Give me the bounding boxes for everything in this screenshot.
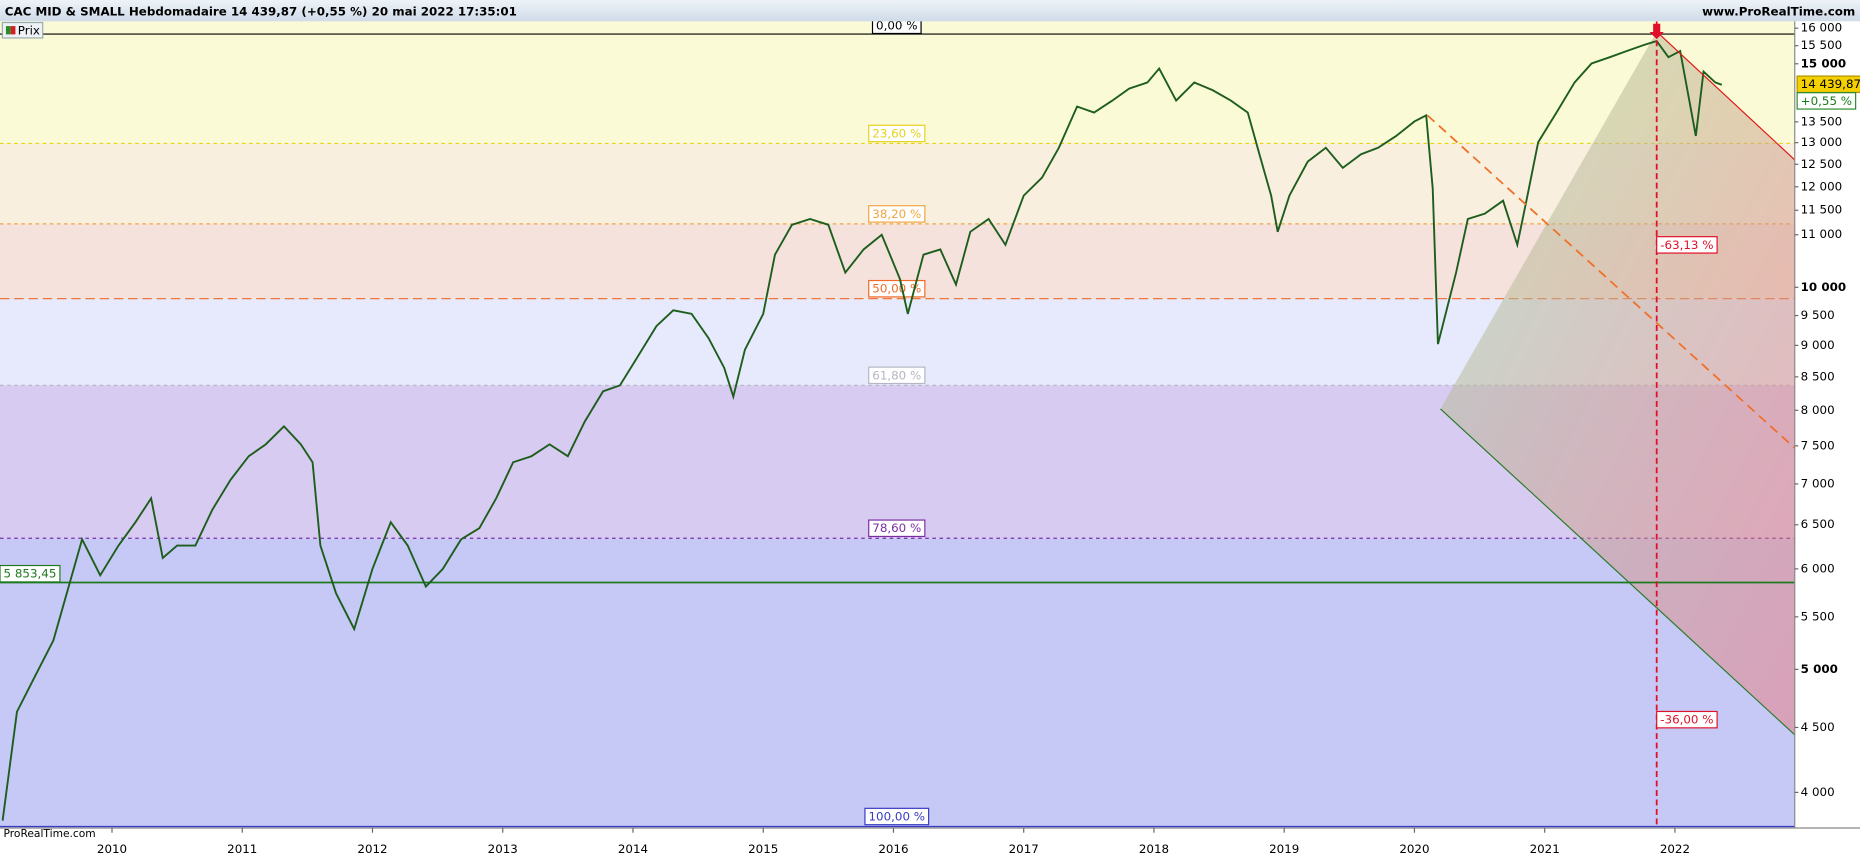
y-tick-label: 15 500 (1801, 38, 1843, 52)
y-tick-label: 9 000 (1801, 338, 1835, 352)
fib-label: 78,60 % (872, 521, 921, 535)
x-tick-label: 2011 (227, 842, 257, 856)
x-tick-label: 2021 (1530, 842, 1560, 856)
fib-zone (0, 826, 1795, 828)
plot-area: 0,00 % 23,60 % 38,20 % 50,00 % 61,80 % 78,60 … (0, 16, 1796, 828)
last-price-tag: 14 439,87 (1801, 77, 1860, 91)
y-tick-label: 6 000 (1801, 561, 1835, 575)
x-tick-label: 2014 (618, 842, 648, 856)
y-tick-label: 7 500 (1801, 438, 1835, 452)
x-tick-label: 2016 (878, 842, 908, 856)
watermark: www.ProRealTime.com (1702, 4, 1855, 18)
x-tick-label: 2019 (1269, 842, 1299, 856)
y-tick-label: 8 000 (1801, 403, 1835, 417)
annotation-box (1656, 710, 1718, 729)
y-tick-label: 4 000 (1801, 785, 1835, 799)
x-tick-label: 2018 (1139, 842, 1169, 856)
projection-shade (1440, 31, 1795, 735)
x-tick-label: 2022 (1660, 842, 1690, 856)
change-tag: +0,55 % (1801, 94, 1852, 108)
fib-label-box (868, 205, 926, 223)
y-tick-label: 12 000 (1801, 179, 1843, 193)
y-axis-band (1794, 21, 1860, 828)
fib-label: 0,00 % (876, 18, 917, 32)
y-tick-label: 6 500 (1801, 517, 1835, 531)
x-tick-label: 2012 (357, 842, 387, 856)
legend-swatch (10, 26, 16, 35)
annotation: -63,13 % (1660, 238, 1713, 252)
y-tick-label: 4 500 (1801, 720, 1835, 734)
event-marker (1649, 23, 1664, 40)
legend-label: Prix (18, 23, 40, 37)
trend-line (1656, 31, 1796, 161)
y-tick-label: 8 500 (1801, 369, 1835, 383)
support-label: 5 853,45 (4, 567, 57, 581)
fib-label-box (868, 519, 926, 538)
y-tick-label: 10 000 (1801, 280, 1846, 294)
x-axis-band (0, 827, 1860, 860)
y-tick-label: 11 500 (1801, 203, 1843, 217)
y-tick-label: 13 500 (1801, 114, 1843, 128)
support-label-box (0, 564, 61, 583)
fib-label: 61,80 % (872, 368, 921, 382)
fib-label: 100,00 % (869, 810, 926, 824)
price-line (1, 39, 1723, 821)
chart-title: CAC MID & SMALL Hebdomadaire 14 439,87 (… (5, 4, 517, 18)
y-tick-label: 5 000 (1801, 662, 1838, 676)
title-bar (0, 0, 1860, 22)
x-tick-label: 2020 (1399, 842, 1429, 856)
fib-label-box (868, 124, 926, 143)
x-tick-label: 2013 (488, 842, 518, 856)
annotation-box (1656, 236, 1718, 254)
annotation: -36,00 % (1660, 713, 1713, 727)
y-tick-label: 9 500 (1801, 308, 1835, 322)
fib-label: 23,60 % (872, 126, 921, 140)
fib-label: 50,00 % (872, 282, 921, 296)
fib-label: 38,20 % (872, 207, 921, 221)
x-tick-label: 2015 (748, 842, 778, 856)
change-tag-box (1796, 92, 1857, 110)
footer: ProRealTime.com (4, 827, 96, 840)
fib-label-box (868, 279, 926, 298)
y-tick-label: 7 000 (1801, 476, 1835, 490)
trend-line (1440, 408, 1796, 736)
y-tick-label: 15 000 (1801, 56, 1846, 70)
fib-label-box (864, 807, 930, 826)
y-tick-label: 11 000 (1801, 227, 1843, 241)
y-tick-label: 13 000 (1801, 135, 1843, 149)
fib-zone (0, 538, 1795, 827)
y-tick-label: 12 500 (1801, 157, 1843, 171)
y-tick-label: 5 500 (1801, 609, 1835, 623)
fib-label-box (868, 366, 926, 385)
trend-line (1426, 114, 1796, 449)
y-tick-label: 16 000 (1801, 21, 1843, 35)
x-tick-label: 2010 (97, 842, 127, 856)
x-tick-label: 2017 (1009, 842, 1039, 856)
legend-swatch (5, 26, 11, 35)
